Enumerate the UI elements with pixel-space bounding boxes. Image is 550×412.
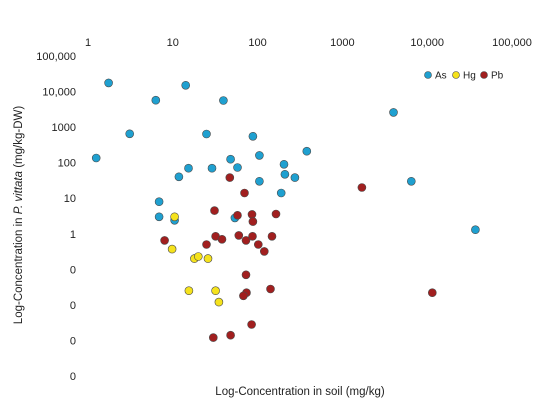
data-point-as bbox=[406, 177, 416, 186]
data-point-as bbox=[233, 163, 242, 172]
x-tick-label: 100,000 bbox=[492, 37, 532, 49]
data-point-as bbox=[276, 188, 286, 198]
data-point-hg bbox=[170, 212, 179, 222]
data-point-pb bbox=[259, 247, 269, 256]
data-point-as bbox=[389, 108, 398, 117]
data-point-hg bbox=[211, 286, 220, 296]
legend: As Hg Pb bbox=[424, 71, 504, 82]
data-point-as bbox=[255, 177, 264, 186]
x-tick-label: 1 bbox=[85, 37, 91, 49]
y-tick-label: 100 bbox=[58, 158, 76, 170]
data-point-pb bbox=[241, 270, 251, 280]
data-point-as bbox=[151, 95, 161, 105]
data-point-pb bbox=[241, 236, 251, 245]
data-points bbox=[91, 78, 480, 342]
data-point-as bbox=[181, 81, 190, 90]
data-point-as bbox=[154, 212, 164, 222]
data-point-pb bbox=[239, 291, 248, 301]
data-point-hg bbox=[184, 286, 194, 296]
data-point-as bbox=[280, 170, 290, 179]
legend-label-hg: Hg bbox=[463, 71, 476, 82]
data-point-as bbox=[184, 163, 193, 173]
x-tick-label: 10 bbox=[167, 37, 179, 49]
data-point-as bbox=[290, 173, 300, 182]
data-point-pb bbox=[248, 232, 257, 241]
legend-label-pb: Pb bbox=[491, 71, 504, 82]
data-point-pb bbox=[357, 183, 367, 192]
legend-marker-hg bbox=[452, 71, 460, 79]
legend-label-as: As bbox=[435, 71, 447, 82]
y-axis-title: Log-Concentration in P. vittata (mg/kg-D… bbox=[13, 106, 25, 325]
data-point-hg bbox=[194, 252, 203, 261]
data-point-pb bbox=[233, 211, 242, 220]
data-point-as bbox=[279, 160, 289, 169]
x-tick-labels: 1 10 100 1000 10,000 100,000 bbox=[85, 37, 532, 49]
data-point-pb bbox=[225, 173, 235, 182]
y-tick-label: 100,000 bbox=[36, 51, 76, 63]
y-tick-label: 0 bbox=[70, 335, 76, 347]
y-axis-title-prefix: Log-Concentration in bbox=[13, 214, 25, 324]
y-tick-label: 10 bbox=[64, 193, 76, 205]
data-point-as bbox=[91, 153, 101, 163]
x-tick-label: 100 bbox=[248, 37, 266, 49]
data-point-as bbox=[154, 197, 164, 206]
y-tick-label: 1000 bbox=[52, 122, 76, 134]
data-point-pb bbox=[240, 188, 249, 198]
data-point-pb bbox=[266, 284, 275, 294]
data-point-hg bbox=[214, 297, 224, 307]
data-point-as bbox=[207, 163, 217, 173]
data-point-hg bbox=[167, 244, 177, 254]
data-point-as bbox=[174, 172, 184, 182]
data-point-hg bbox=[203, 254, 213, 263]
y-axis-title-species: P. vittata bbox=[13, 171, 25, 214]
y-tick-label: 0 bbox=[70, 371, 76, 383]
data-point-pb bbox=[160, 236, 169, 245]
data-point-as bbox=[226, 154, 235, 164]
data-point-as bbox=[219, 96, 228, 105]
data-point-as bbox=[202, 129, 211, 139]
data-point-as bbox=[104, 78, 113, 88]
data-point-as bbox=[248, 132, 258, 141]
y-tick-label: 0 bbox=[70, 264, 76, 276]
y-tick-label: 0 bbox=[70, 300, 76, 312]
data-point-pb bbox=[253, 240, 263, 249]
data-point-pb bbox=[247, 210, 257, 219]
data-point-pb bbox=[226, 330, 235, 340]
data-point-as bbox=[471, 225, 480, 234]
data-point-pb bbox=[248, 217, 258, 226]
data-point-pb bbox=[247, 320, 256, 329]
y-tick-label: 10,000 bbox=[42, 87, 76, 99]
data-point-pb bbox=[271, 209, 281, 219]
data-point-as bbox=[302, 146, 312, 156]
legend-marker-pb bbox=[480, 71, 488, 79]
data-point-pb bbox=[267, 232, 277, 241]
data-point-pb bbox=[427, 288, 437, 298]
data-point-as bbox=[125, 129, 134, 139]
legend-marker-as bbox=[424, 71, 432, 79]
y-axis-title-suffix: (mg/kg-DW) bbox=[13, 106, 25, 171]
x-axis-title: Log-Concentration in soil (mg/kg) bbox=[215, 386, 385, 398]
data-point-pb bbox=[202, 240, 211, 249]
data-point-pb bbox=[209, 333, 218, 342]
y-tick-label: 1 bbox=[70, 229, 76, 241]
x-tick-label: 1000 bbox=[330, 37, 354, 49]
x-tick-label: 10,000 bbox=[410, 37, 444, 49]
data-point-pb bbox=[217, 235, 227, 244]
data-point-pb bbox=[210, 206, 219, 215]
data-point-pb bbox=[234, 231, 244, 240]
data-point-as bbox=[255, 151, 264, 160]
